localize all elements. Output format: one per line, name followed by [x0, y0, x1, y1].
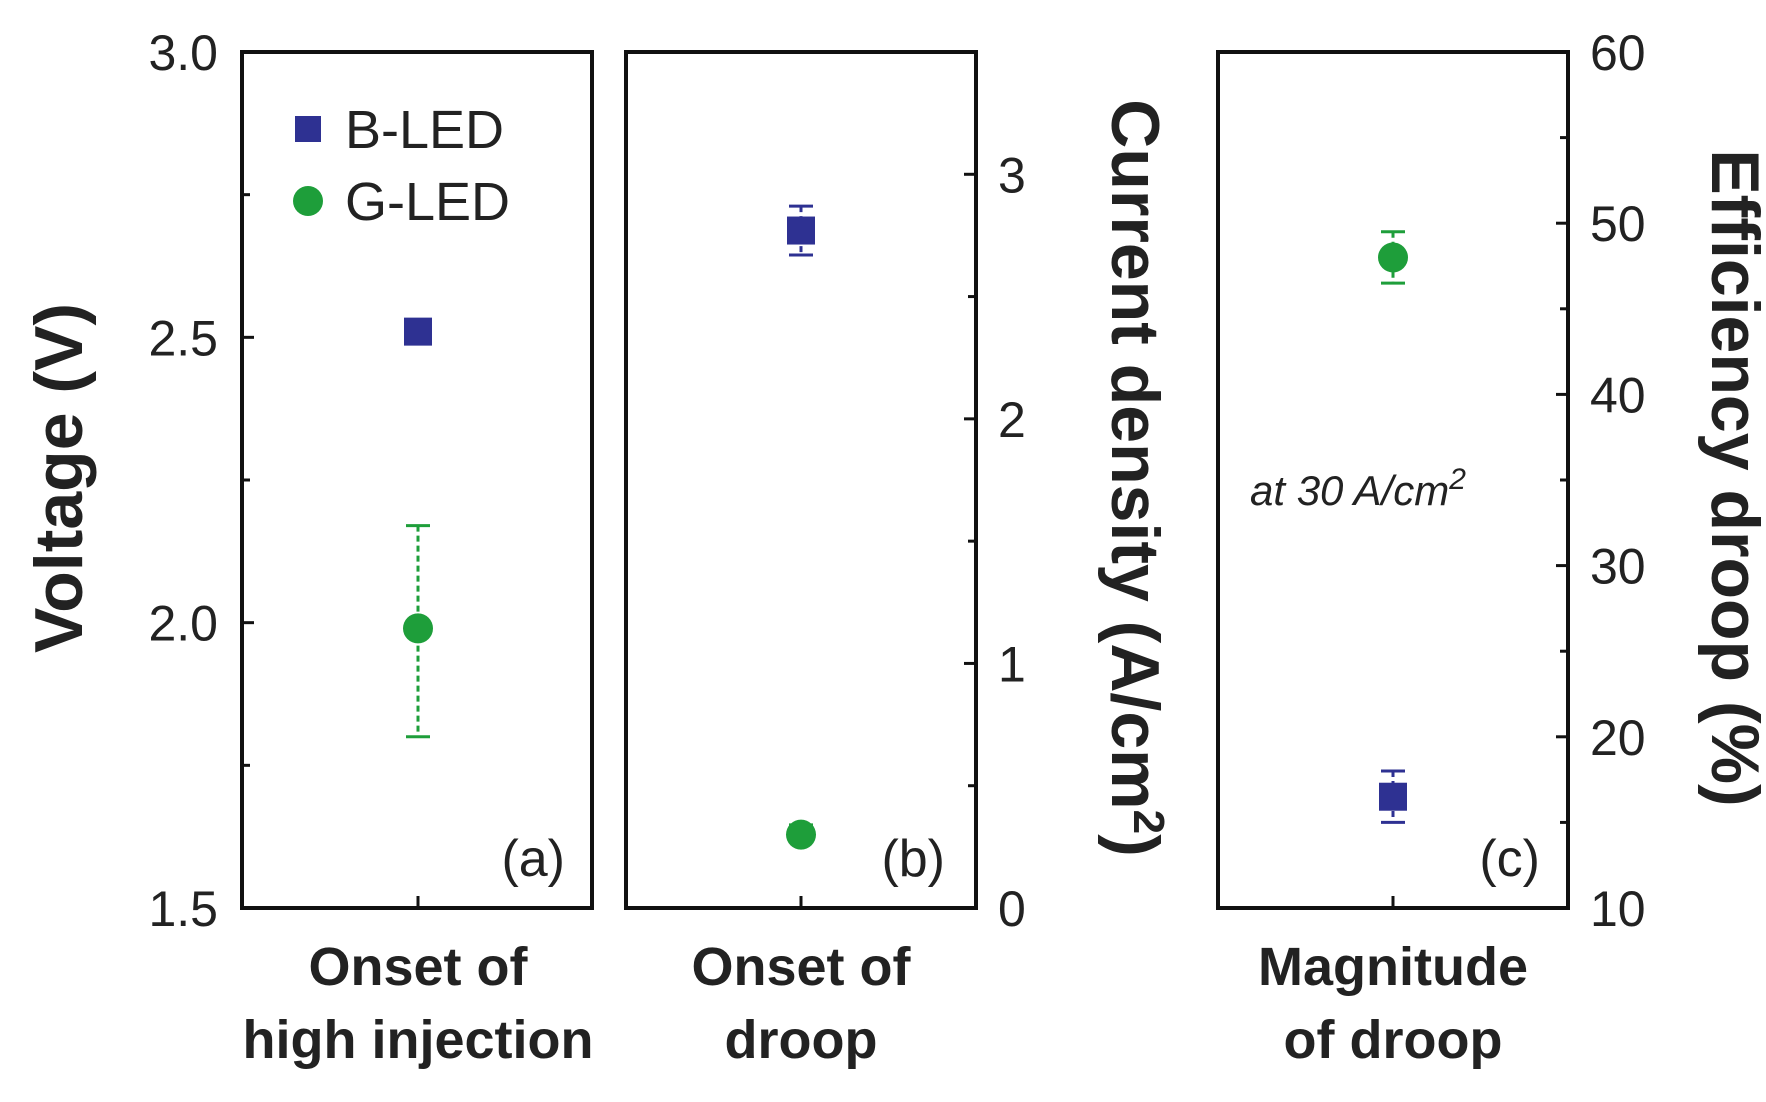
g-led-point — [1378, 242, 1408, 273]
panel-c-data — [1378, 230, 1408, 824]
y-tick-label: 0 — [998, 881, 1026, 937]
y-tick-label: 50 — [1590, 196, 1646, 252]
y-tick-label: 20 — [1590, 710, 1646, 766]
y-tick-label: 2.5 — [148, 310, 218, 366]
y-tick-label: 1 — [998, 636, 1026, 692]
panel-a-y-axis-title: Voltage (V) — [21, 303, 97, 653]
legend-g-led-label: G-LED — [345, 172, 510, 232]
y-tick-label: 1.5 — [148, 881, 218, 937]
annotation-current-density: at 30 A/cm2 — [1250, 463, 1466, 514]
panel-c-y-axis-title: Efficiency droop (%) — [1697, 149, 1766, 806]
y-tick-label: 3 — [998, 147, 1026, 203]
y-tick-label: 10 — [1590, 881, 1646, 937]
panel-b-y-axis-title: Current density (A/cm2) — [1097, 99, 1173, 857]
panel-b-label: (b) — [881, 830, 945, 888]
panel-b-y-axis: 0 1 2 3 — [799, 147, 1026, 937]
b-led-point — [1379, 782, 1407, 811]
y-tick-label: 40 — [1590, 367, 1646, 423]
y-tick-label: 2 — [998, 392, 1026, 448]
annotation-sup: 2 — [1448, 463, 1466, 496]
panel-b-frame — [624, 50, 978, 910]
panel-a-data — [403, 317, 433, 739]
legend-b-led-label: B-LED — [345, 100, 504, 160]
b-led-point — [404, 317, 432, 346]
legend-b-led-marker — [295, 116, 321, 142]
y-tick-label: 30 — [1590, 539, 1646, 595]
panel-a-category-line2: high injection — [243, 1010, 594, 1070]
g-led-point — [403, 613, 433, 644]
panel-b-category-line1: Onset of — [691, 937, 911, 997]
panel-a-y-axis: 1.5 2.0 2.5 3.0 — [148, 25, 420, 937]
panel-a-label: (a) — [501, 830, 565, 888]
panel-c-label: (c) — [1479, 830, 1540, 888]
panel-c-category-line1: Magnitude — [1258, 937, 1528, 997]
panel-b-y-axis-title-end: ) — [1097, 834, 1173, 857]
panel-b-y-axis-title-sup: 2 — [1124, 810, 1173, 834]
panel-b-data — [786, 204, 816, 850]
panel-b-y-axis-title-main: Current density (A/cm — [1097, 99, 1173, 809]
panel-b-category-line2: droop — [725, 1010, 878, 1070]
legend-g-led-marker — [293, 186, 323, 216]
g-led-point — [786, 819, 816, 850]
y-tick-label: 60 — [1590, 25, 1646, 81]
panel-c-y-axis: 10 20 30 40 50 60 — [1391, 25, 1646, 937]
y-tick-label: 3.0 — [148, 25, 218, 81]
b-led-point — [787, 216, 815, 245]
annotation-main: at 30 A/cm — [1250, 467, 1449, 514]
panel-c-category-line2: of droop — [1284, 1010, 1503, 1070]
y-tick-label: 2.0 — [148, 596, 218, 652]
panel-a-category-line1: Onset of — [308, 937, 528, 997]
